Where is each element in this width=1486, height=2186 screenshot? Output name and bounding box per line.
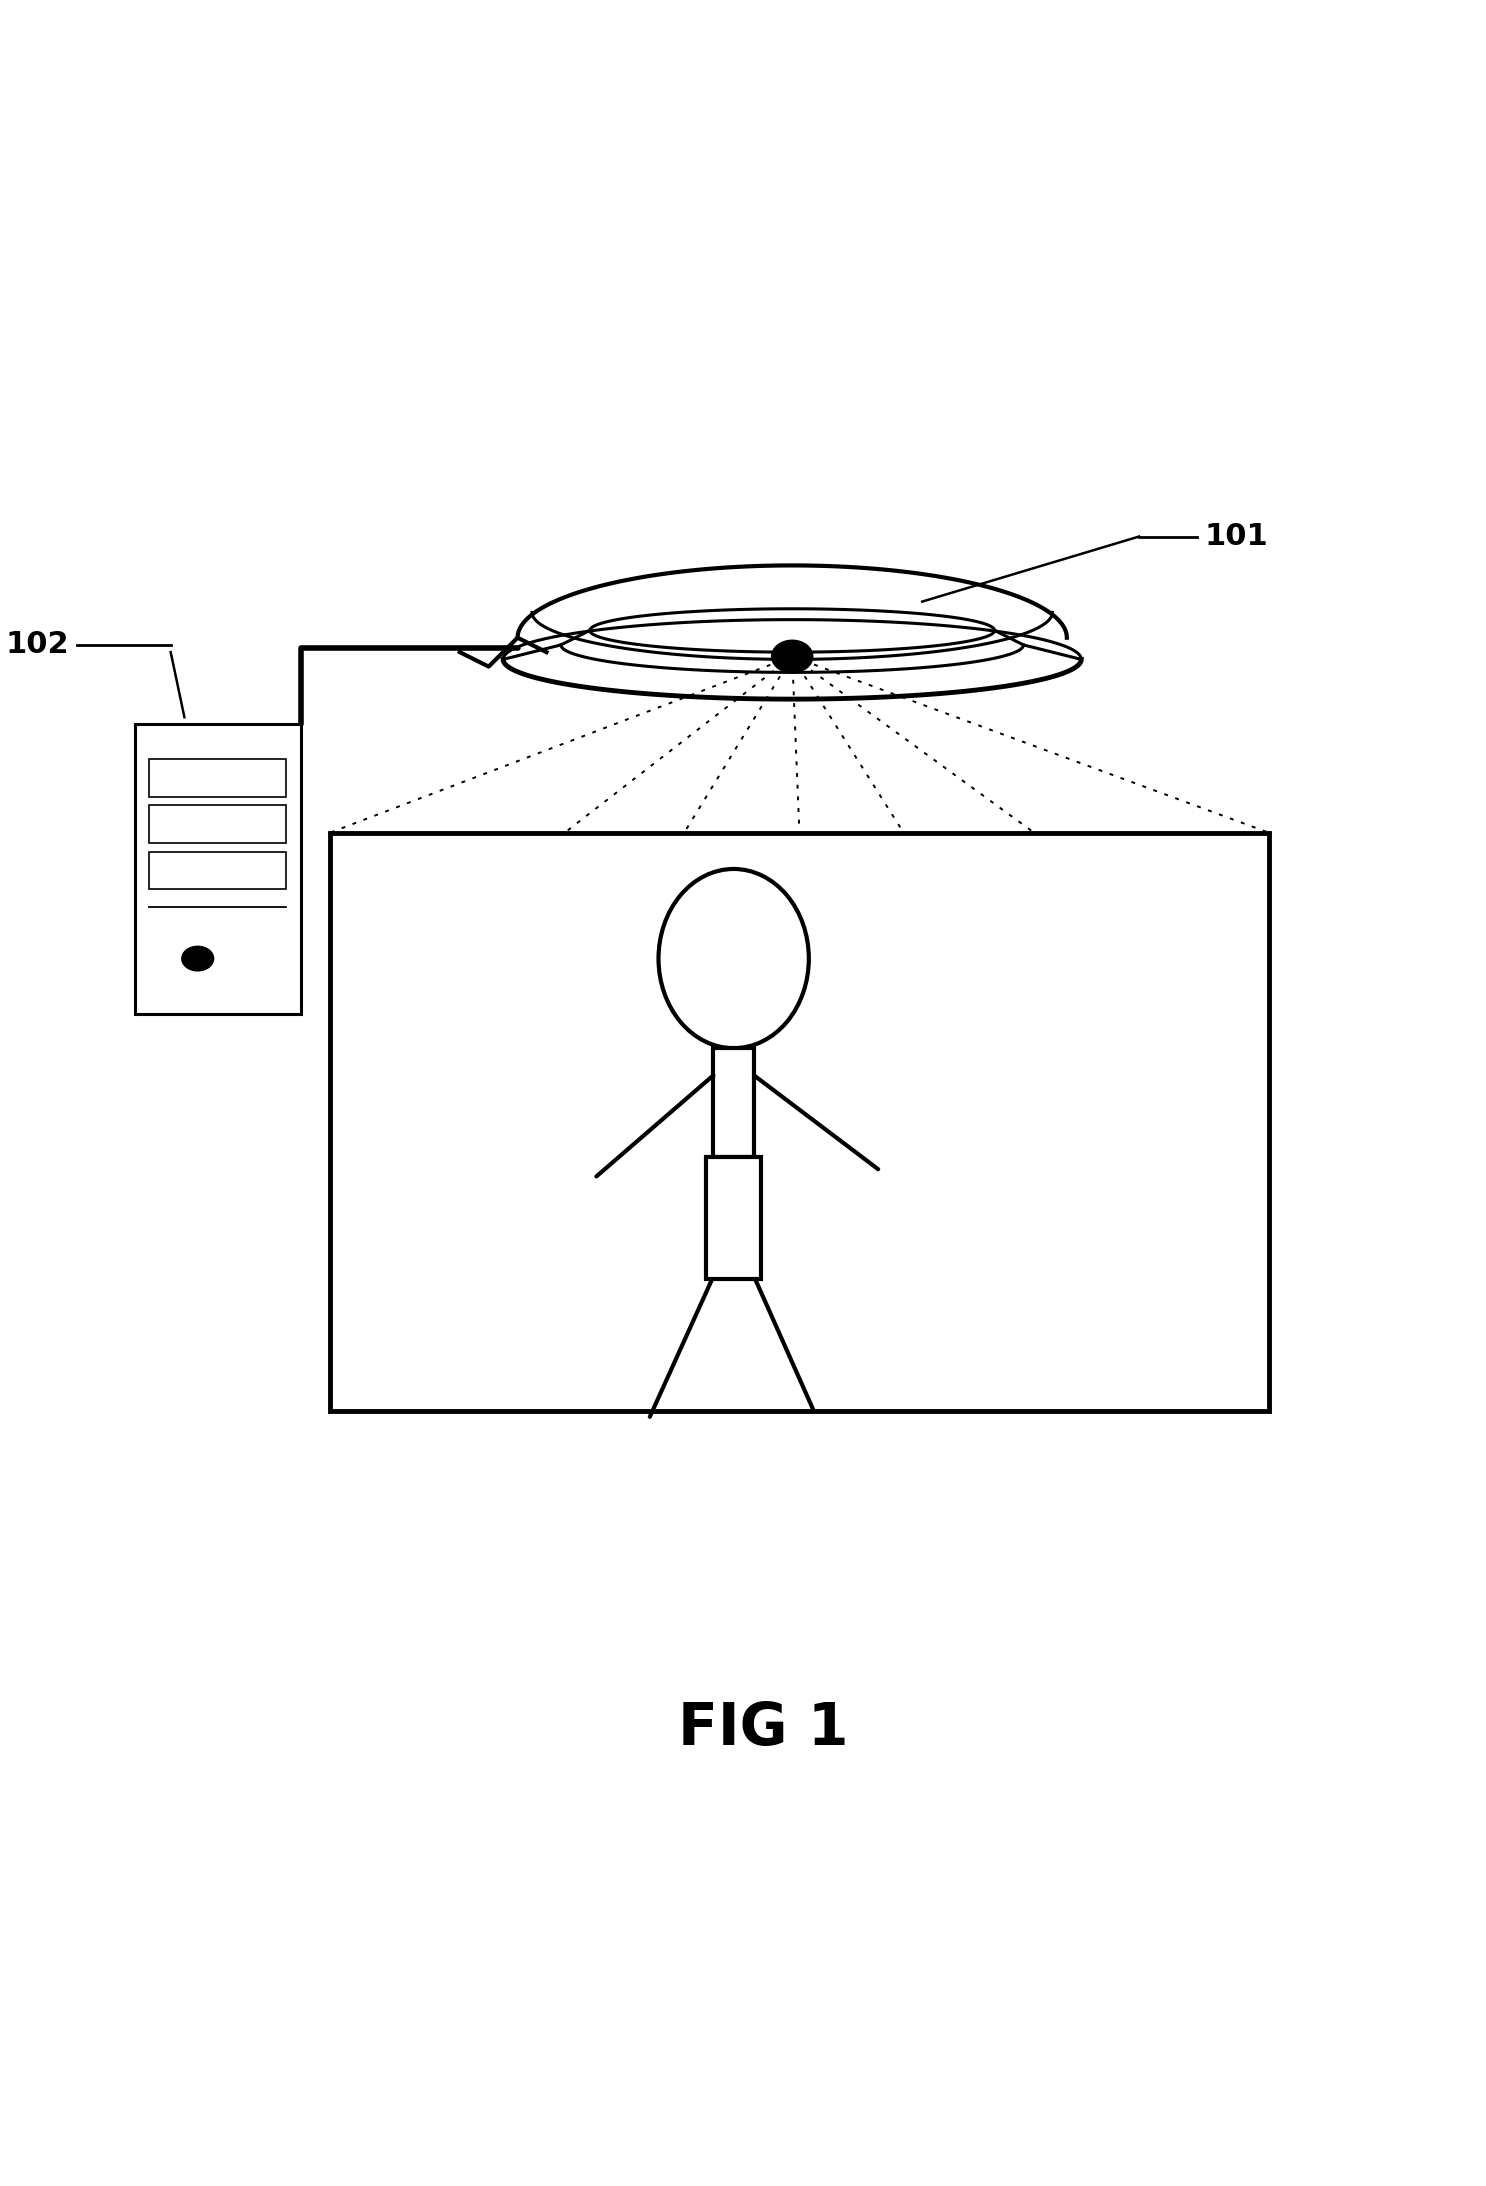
Bar (149, 804, 287, 844)
Ellipse shape (181, 947, 214, 971)
Text: FIG 1: FIG 1 (678, 1701, 849, 1758)
Bar (149, 853, 287, 890)
Bar (713, 1049, 753, 1156)
Bar (330, 833, 1269, 1410)
Text: 102: 102 (6, 630, 70, 660)
Bar (706, 1156, 761, 1279)
Ellipse shape (771, 640, 813, 673)
Text: 101: 101 (1204, 522, 1268, 551)
Bar (149, 759, 287, 796)
Bar (135, 724, 300, 1014)
